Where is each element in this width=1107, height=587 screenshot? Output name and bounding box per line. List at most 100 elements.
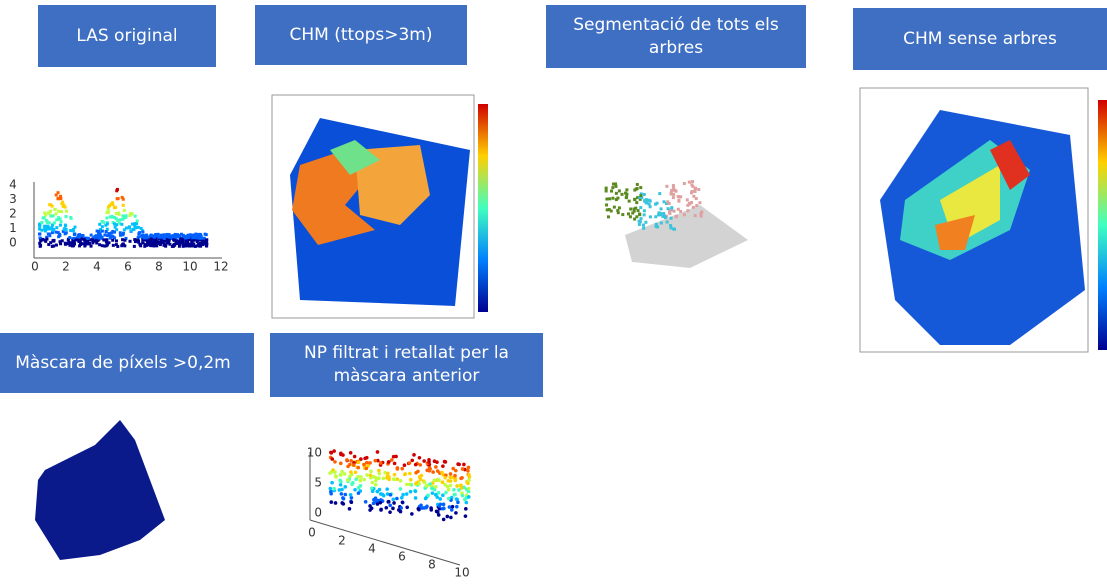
point (656, 225, 659, 228)
point (146, 242, 149, 245)
point (614, 182, 617, 185)
point (613, 206, 616, 209)
point (109, 234, 112, 237)
point (417, 482, 421, 486)
point (353, 455, 357, 459)
point (645, 198, 648, 201)
point (59, 197, 62, 200)
point (694, 214, 697, 217)
point (121, 233, 124, 236)
point (65, 231, 68, 234)
point (392, 455, 396, 459)
point (107, 208, 110, 211)
point (329, 487, 333, 491)
point (39, 244, 42, 247)
point (47, 227, 50, 230)
point (184, 240, 187, 243)
y-tick-label: 2 (9, 207, 17, 221)
point (677, 200, 680, 203)
point (77, 239, 80, 242)
point (435, 460, 439, 464)
point (625, 193, 628, 196)
point (405, 506, 409, 510)
point (166, 241, 169, 244)
point (419, 503, 423, 507)
point (670, 206, 673, 209)
point (196, 236, 199, 239)
point (672, 227, 675, 230)
point (342, 502, 346, 506)
point (389, 493, 393, 497)
point (55, 244, 58, 247)
point (156, 234, 159, 237)
point (90, 245, 93, 248)
point (153, 235, 156, 238)
point (465, 501, 469, 505)
point (414, 481, 418, 485)
point (365, 461, 369, 465)
point (401, 493, 405, 497)
point (48, 221, 51, 224)
point (660, 207, 663, 210)
point (87, 237, 90, 240)
point (396, 466, 400, 470)
point (73, 226, 76, 229)
chm-sense-arbres (860, 88, 1107, 352)
point (101, 225, 104, 228)
x-tick-label: 4 (93, 260, 101, 274)
point (199, 234, 202, 237)
point (357, 491, 361, 495)
point (191, 234, 194, 237)
point (659, 212, 662, 215)
point (374, 483, 378, 487)
point (668, 210, 671, 213)
z-tick-label: 0 (314, 506, 322, 520)
point (118, 213, 121, 216)
point (686, 204, 689, 207)
point (461, 494, 465, 498)
x-tick-label: 12 (213, 260, 228, 274)
point (395, 497, 399, 501)
point (339, 451, 343, 455)
point (120, 223, 123, 226)
point (683, 213, 686, 216)
point (47, 211, 50, 214)
point (418, 456, 422, 460)
point (69, 216, 72, 219)
point (403, 463, 407, 467)
point (343, 485, 347, 489)
point (346, 465, 350, 469)
point (98, 223, 101, 226)
point (460, 476, 464, 480)
point (692, 206, 695, 209)
point (381, 493, 385, 497)
point (467, 466, 471, 470)
point (130, 212, 133, 215)
point (370, 481, 374, 485)
point (635, 215, 638, 218)
point (414, 471, 418, 475)
point (668, 202, 671, 205)
point (339, 483, 343, 487)
point (115, 243, 118, 246)
point (643, 193, 646, 196)
point (330, 481, 334, 485)
panel-title: CHM (ttops>3m) (255, 5, 467, 65)
point (660, 222, 663, 225)
point (150, 237, 153, 240)
point (340, 492, 344, 496)
point (464, 507, 468, 511)
point (393, 462, 397, 466)
point (638, 212, 641, 215)
x-tick-label: 10 (454, 566, 469, 580)
point (57, 210, 60, 213)
point (368, 461, 372, 465)
y-tick-label: 1 (9, 221, 17, 235)
panel-title: NP filtrat i retallat per la màscara ant… (270, 333, 543, 397)
point (675, 215, 678, 218)
point (78, 235, 81, 238)
point (41, 238, 44, 241)
point (350, 482, 354, 486)
point (638, 223, 641, 226)
z-tick-label: 10 (307, 446, 322, 460)
